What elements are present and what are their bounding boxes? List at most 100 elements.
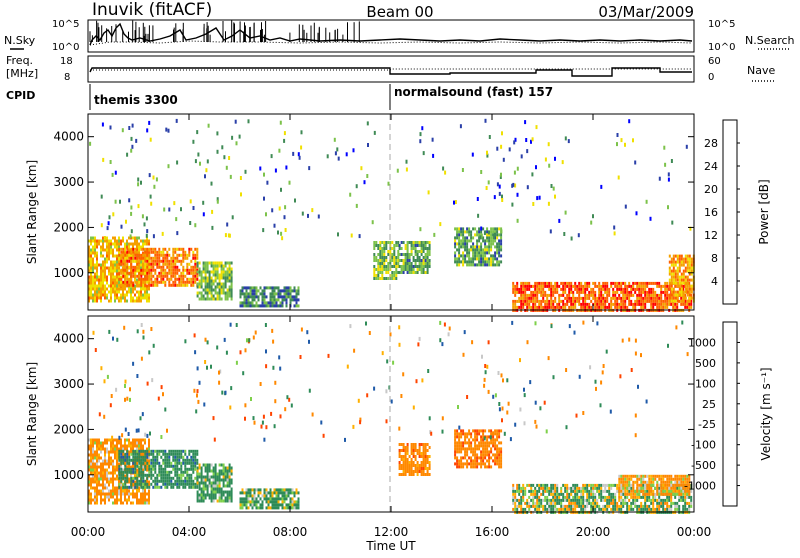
power-cell (162, 272, 164, 275)
power-cell (628, 303, 630, 306)
velocity-cell (120, 468, 122, 471)
velocity-cell (512, 487, 514, 490)
velocity-cell (132, 462, 134, 465)
power-cell (644, 303, 646, 306)
power-cell (140, 297, 142, 300)
velocity-cell (496, 453, 498, 456)
velocity-cell (229, 479, 231, 482)
power-cell (642, 297, 644, 300)
velocity-cell (116, 460, 118, 463)
velocity-cell (456, 444, 458, 447)
power-cell (656, 282, 658, 285)
velocity-cell (292, 500, 294, 503)
power-cell (584, 297, 586, 300)
velocity-cell (96, 466, 98, 469)
power-sparse-cell (353, 148, 355, 152)
velocity-cell (488, 444, 490, 447)
velocity-cell (136, 442, 138, 445)
power-sparse-cell (432, 154, 434, 158)
velocity-cell (106, 460, 108, 463)
power-cell (383, 250, 385, 253)
velocity-cell (174, 474, 176, 477)
power-cell (240, 292, 242, 295)
power-cell (427, 250, 429, 253)
velocity-cell (106, 448, 108, 451)
velocity-cell (423, 458, 425, 461)
power-cell (646, 282, 648, 285)
power-cell (373, 277, 375, 280)
power-cell (178, 254, 180, 257)
power-sparse-cell (284, 215, 286, 219)
power-cell (192, 251, 194, 254)
power-cell (468, 239, 470, 242)
velocity-cell (116, 439, 118, 442)
velocity-cell (94, 499, 96, 502)
power-cell (242, 301, 244, 304)
power-cell (476, 251, 478, 254)
velocity-cell (166, 456, 168, 459)
power-cell (484, 242, 486, 245)
velocity-cell (462, 429, 464, 432)
power-sparse-cell (137, 178, 139, 182)
velocity-cell (421, 464, 423, 467)
power-cell (664, 297, 666, 300)
power-cell (156, 266, 158, 269)
power-cell (675, 300, 677, 303)
velocity-cell (262, 494, 264, 497)
velocity-cell (194, 462, 196, 465)
power-cell (550, 297, 552, 300)
power-cell (294, 289, 296, 292)
power-cell (385, 271, 387, 274)
velocity-cell (268, 497, 270, 500)
power-cell (478, 257, 480, 260)
velocity-cell (132, 490, 134, 493)
power-cell (403, 253, 405, 256)
velocity-cell (284, 491, 286, 494)
velocity-cell (225, 470, 227, 473)
power-cell (490, 242, 492, 245)
power-cell (596, 306, 598, 309)
power-sparse-cell (115, 171, 117, 175)
velocity-cell (201, 494, 203, 497)
velocity-cell (554, 487, 556, 490)
power-cell (634, 300, 636, 303)
power-cell (178, 248, 180, 251)
velocity-cell (96, 496, 98, 499)
velocity-cell (458, 459, 460, 462)
velocity-cell (90, 466, 92, 469)
velocity-cell (122, 493, 124, 496)
power-cell (100, 273, 102, 276)
velocity-cell (280, 497, 282, 500)
power-cell (122, 257, 124, 260)
power-cell (646, 285, 648, 288)
velocity-cell (425, 446, 427, 449)
power-cell (124, 281, 126, 284)
power-cell (685, 270, 687, 273)
velocity-cell (118, 465, 120, 468)
power-cell (156, 263, 158, 266)
velocity-cell (223, 473, 225, 476)
power-cell (114, 267, 116, 270)
velocity-cell (460, 462, 462, 465)
velocity-cell (254, 503, 256, 506)
power-cell (106, 297, 108, 300)
power-sparse-cell (351, 234, 353, 238)
power-cell (632, 285, 634, 288)
power-cell (472, 245, 474, 248)
velocity-cell (560, 499, 562, 502)
power-cell (196, 257, 198, 260)
power-cell (154, 263, 156, 266)
velocity-cell (154, 459, 156, 462)
power-cell (580, 282, 582, 285)
power-cell (108, 291, 110, 294)
velocity-cell (215, 464, 217, 467)
power-cell (540, 303, 542, 306)
velocity-cell (203, 497, 205, 500)
velocity-cell (215, 479, 217, 482)
power-cell (393, 247, 395, 250)
power-cell (148, 297, 150, 300)
power-cell (186, 272, 188, 275)
velocity-cell (166, 477, 168, 480)
power-cell (205, 265, 207, 268)
velocity-cell (562, 508, 564, 511)
